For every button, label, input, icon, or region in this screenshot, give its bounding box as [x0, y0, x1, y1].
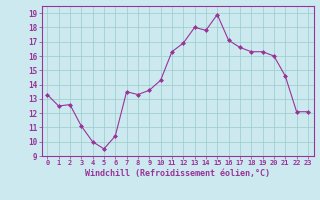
X-axis label: Windchill (Refroidissement éolien,°C): Windchill (Refroidissement éolien,°C): [85, 169, 270, 178]
